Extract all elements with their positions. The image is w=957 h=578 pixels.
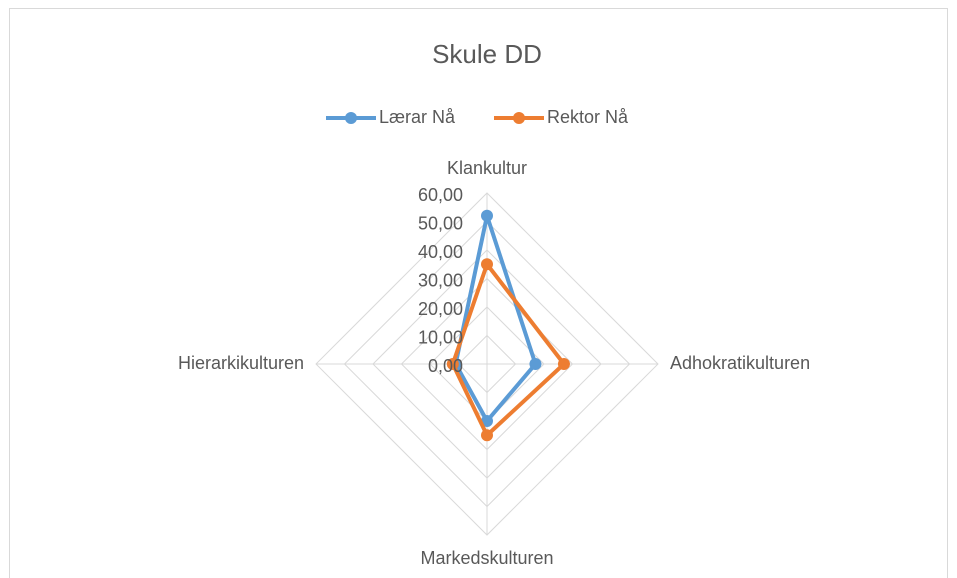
category-label: Hierarkikulturen	[178, 353, 304, 373]
series-marker	[481, 209, 493, 222]
chart-frame	[9, 8, 948, 578]
y-tick-label: 0,00	[428, 356, 463, 376]
series-marker	[481, 415, 493, 427]
series-marker	[557, 358, 570, 370]
y-tick-label: 20,00	[418, 299, 463, 319]
category-label: Adhokratikulturen	[670, 353, 810, 373]
legend-marker	[513, 112, 525, 124]
y-tick-label: 30,00	[418, 270, 463, 290]
category-label: Markedskulturen	[420, 548, 553, 568]
legend-label: Rektor Nå	[547, 107, 629, 127]
series-marker	[481, 429, 493, 442]
y-tick-label: 60,00	[418, 185, 463, 205]
y-tick-label: 40,00	[418, 242, 463, 262]
series-marker	[446, 358, 459, 370]
category-label: Klankultur	[447, 158, 527, 178]
series-marker	[529, 358, 542, 370]
legend-label: Lærar Nå	[379, 107, 456, 127]
y-tick-label: 10,00	[418, 327, 463, 347]
series-marker	[481, 258, 493, 271]
legend-marker	[345, 112, 357, 124]
chart-title: Skule DD	[432, 39, 542, 69]
y-tick-label: 50,00	[418, 213, 463, 233]
